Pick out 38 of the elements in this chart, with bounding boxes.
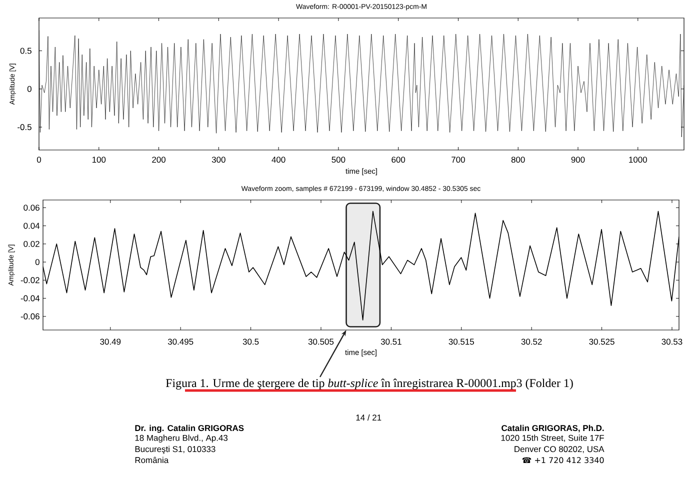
y-tick-label: -0.04 xyxy=(20,295,40,302)
x-tick-label: 500 xyxy=(332,156,346,163)
x-tick-label: 30.515 xyxy=(448,338,474,345)
x-tick-label: 600 xyxy=(392,156,406,163)
text: Figura 1. Urme de ştergere de tip butt-splice în înregistrarea R-00001.mp3 (Folder 1) xyxy=(166,378,573,390)
y-tick-label: 0 xyxy=(35,259,40,266)
x-tick-label: 800 xyxy=(511,156,525,163)
x-tick-label: 30.525 xyxy=(589,338,614,345)
y-tick-label: -0.02 xyxy=(20,277,40,284)
x-tick-label: 700 xyxy=(452,156,465,163)
y-tick-label: -0.06 xyxy=(20,313,40,320)
x-tick-label: 200 xyxy=(152,156,166,163)
x-tick-label: 30.49 xyxy=(100,338,121,345)
x-tick-label: 100 xyxy=(92,156,106,163)
x-tick-label: 30.505 xyxy=(308,338,334,345)
x-tick-label: 30.53 xyxy=(662,338,682,345)
y-tick-label: 0.02 xyxy=(24,240,40,247)
x-tick-label: 900 xyxy=(571,156,585,163)
y-tick-label: 0.04 xyxy=(24,222,40,229)
x-tick-label: 30.5 xyxy=(242,338,259,345)
y-tick-label: -0.5 xyxy=(18,124,32,130)
text: România xyxy=(135,456,169,464)
y-tick-label: 0.5 xyxy=(20,48,32,54)
text: 1020 15th Street, Suite 17F xyxy=(501,434,604,442)
x-tick-label: 30.495 xyxy=(168,338,194,345)
text: Bucureşti S1, 010333 xyxy=(135,446,216,454)
x-tick-label: 400 xyxy=(272,156,286,163)
y-tick-label: 0.06 xyxy=(24,204,40,211)
x-tick-label: 30.51 xyxy=(380,338,402,345)
text: Dr. ing. Catalin GRIGORAS xyxy=(135,424,244,433)
y-tick-label: 0 xyxy=(27,86,32,92)
text: 14 / 21 xyxy=(356,414,382,421)
text: 18 Magheru Blvd., Ap.43 xyxy=(135,434,228,443)
text: Denver CO 80202, USA xyxy=(514,446,604,454)
x-tick-label: 30.52 xyxy=(521,338,542,345)
text: Catalin GRIGORAS, Ph.D. xyxy=(502,424,604,432)
x-tick-label: 1000 xyxy=(629,156,647,163)
x-tick-label: 300 xyxy=(212,156,226,163)
